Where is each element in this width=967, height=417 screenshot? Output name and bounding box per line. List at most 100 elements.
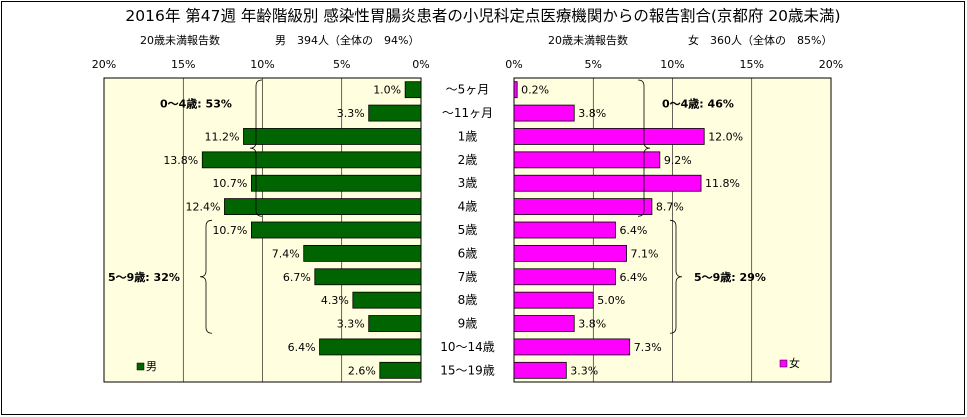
- female-value-label: 5.0%: [597, 294, 625, 307]
- female-value-label: 3.8%: [578, 107, 606, 120]
- female-annotation-0-4: 0～4歳: 46%: [662, 97, 734, 111]
- age-category-label: 9歳: [458, 317, 478, 331]
- male-bar: [368, 104, 422, 122]
- age-category-labels: ～5ヶ月 ～11ヶ月 1歳 2歳 3歳 4歳 5歳 6歳 7歳 8歳 9歳 10～14歳 15～19歳: [440, 83, 495, 378]
- male-value-label: 6.4%: [288, 341, 316, 354]
- male-bar: [201, 151, 422, 169]
- female-bar: [513, 151, 661, 169]
- age-category-label: 2歳: [458, 153, 478, 167]
- male-legend-swatch: [136, 362, 145, 371]
- female-value-label: 12.0%: [708, 130, 743, 143]
- female-value-label: 9.2%: [664, 154, 692, 167]
- male-value-label: 4.3%: [321, 294, 349, 307]
- female-bracket-0-4: [637, 79, 651, 217]
- male-legend-label: 男: [146, 360, 157, 373]
- age-group-annotations: 0～4歳: 53% 5～9歳: 32% 0～4歳: 46% 5～9歳: 29%: [108, 79, 766, 334]
- female-header-count: 女 360人（全体の 85%）: [688, 33, 832, 47]
- female-value-label: 0.2%: [521, 84, 549, 97]
- male-x-tick-label: 10%: [250, 58, 274, 71]
- female-bar: [513, 174, 702, 192]
- female-bar: [513, 338, 631, 356]
- female-bars: 0.2% 3.8% 12.0% 9.2% 11.8% 8.7% 6.4% 7.1% 6.4% 5.…: [513, 81, 743, 379]
- male-bar: [352, 291, 422, 309]
- male-value-label: 10.7%: [212, 177, 247, 190]
- male-annotation-0-4: 0～4歳: 53%: [160, 97, 232, 111]
- male-value-label: 6.7%: [283, 271, 311, 284]
- male-bar: [251, 221, 422, 239]
- male-annotation-5-9: 5～9歳: 32%: [108, 270, 180, 284]
- female-bar: [513, 104, 575, 122]
- male-x-tick-label: 15%: [171, 58, 195, 71]
- female-bracket-5-9: [669, 219, 683, 334]
- female-x-tick-label: 10%: [660, 58, 684, 71]
- male-bar: [243, 128, 422, 145]
- male-bar: [368, 315, 422, 332]
- male-bars: 1.0% 3.3% 11.2% 13.8% 10.7% 12.4% 10.7% 7.4% 6.7…: [163, 81, 422, 379]
- female-value-label: 11.8%: [705, 177, 740, 190]
- female-bar: [513, 291, 594, 309]
- age-category-label: 8歳: [458, 293, 478, 307]
- female-bar: [513, 315, 575, 332]
- male-value-label: 11.2%: [205, 130, 240, 143]
- age-category-label: 5歳: [458, 223, 478, 237]
- age-category-label: 6歳: [458, 246, 478, 260]
- male-header-count: 男 394人（全体の 94%）: [275, 33, 419, 47]
- female-value-label: 8.7%: [656, 201, 684, 214]
- male-value-label: 3.3%: [337, 107, 365, 120]
- age-category-label: 3歳: [458, 176, 478, 190]
- male-bar: [251, 174, 422, 192]
- age-category-label: 7歳: [458, 270, 478, 284]
- male-value-label: 13.8%: [163, 154, 198, 167]
- male-value-label: 10.7%: [212, 224, 247, 237]
- male-bar: [303, 244, 422, 262]
- male-value-label: 1.0%: [373, 84, 401, 97]
- age-category-label: 4歳: [458, 200, 478, 214]
- female-legend-label: 女: [789, 356, 800, 370]
- male-value-label: 7.4%: [272, 247, 300, 260]
- female-x-tick-label: 15%: [740, 58, 764, 71]
- male-bracket-5-9: [199, 219, 213, 334]
- female-value-label: 7.3%: [634, 341, 662, 354]
- female-value-label: 3.8%: [578, 318, 606, 331]
- female-bar: [513, 244, 627, 262]
- female-header-label: 20歳未満報告数: [548, 34, 628, 47]
- age-category-label: 10～14歳: [440, 340, 495, 354]
- female-x-tick-label: 0%: [505, 58, 522, 71]
- age-category-label: 1歳: [458, 129, 478, 143]
- male-bar: [319, 338, 422, 356]
- male-value-label: 12.4%: [186, 201, 221, 214]
- male-x-axis-ticks: 0% 5% 10% 15% 20%: [92, 58, 430, 71]
- female-value-label: 6.4%: [619, 271, 647, 284]
- male-bracket-0-4: [249, 79, 263, 217]
- male-bar: [404, 81, 422, 99]
- female-bar: [513, 81, 518, 99]
- female-x-axis-ticks: 0% 5% 10% 15% 20%: [505, 58, 843, 71]
- female-x-tick-label: 5%: [585, 58, 602, 71]
- male-bar: [224, 198, 422, 216]
- male-x-tick-label: 5%: [333, 58, 350, 71]
- male-legend: 男: [136, 360, 157, 373]
- male-bar: [314, 268, 422, 286]
- female-legend: 女: [779, 356, 800, 370]
- age-category-label: ～11ヶ月: [442, 106, 493, 120]
- male-header-label: 20歳未満報告数: [140, 34, 220, 47]
- female-bar: [513, 221, 616, 239]
- male-x-tick-label: 20%: [92, 58, 116, 71]
- female-bar: [513, 361, 567, 379]
- female-x-tick-label: 20%: [819, 58, 843, 71]
- chart-title: 2016年 第47週 年齢階級別 感染性胃腸炎患者の小児科定点医療機関からの報告…: [125, 7, 840, 25]
- female-bar: [513, 198, 653, 216]
- male-bar: [379, 361, 422, 379]
- female-value-label: 7.1%: [631, 247, 659, 260]
- female-bar: [513, 128, 705, 145]
- male-x-tick-label: 0%: [412, 58, 429, 71]
- age-category-label: 15～19歳: [440, 363, 495, 377]
- female-value-label: 3.3%: [570, 364, 598, 377]
- female-annotation-5-9: 5～9歳: 29%: [694, 270, 766, 284]
- male-value-label: 2.6%: [348, 364, 376, 377]
- female-legend-swatch: [779, 359, 788, 368]
- male-value-label: 3.3%: [337, 318, 365, 331]
- female-value-label: 6.4%: [619, 224, 647, 237]
